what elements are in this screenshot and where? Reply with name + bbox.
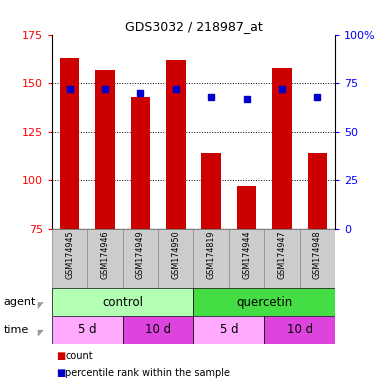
Text: 5 d: 5 d [219,323,238,336]
Text: GSM174947: GSM174947 [277,231,286,279]
Bar [87,229,123,288]
Bar [52,288,193,316]
Text: GSM174949: GSM174949 [136,231,145,279]
Text: 5 d: 5 d [78,323,97,336]
Text: quercetin: quercetin [236,296,292,309]
Text: GSM174946: GSM174946 [100,231,110,279]
Bar [237,186,256,229]
Bar [52,316,123,344]
Bar [52,229,87,288]
Bar [308,153,327,229]
Title: GDS3032 / 218987_at: GDS3032 / 218987_at [125,20,262,33]
Bar [193,229,229,288]
Bar [123,229,158,288]
Text: GSM174950: GSM174950 [171,231,180,279]
Text: control: control [102,296,143,309]
Text: GSM174819: GSM174819 [207,231,216,279]
Bar [123,316,193,344]
Text: GSM174948: GSM174948 [313,231,322,279]
Text: percentile rank within the sample: percentile rank within the sample [65,368,231,378]
Bar [229,229,264,288]
Bar [264,229,300,288]
Bar [193,288,335,316]
Text: ■: ■ [56,368,65,378]
Text: 10 d: 10 d [286,323,313,336]
Bar [158,229,193,288]
Bar [201,153,221,229]
Bar [300,229,335,288]
Bar [193,316,264,344]
Text: 10 d: 10 d [145,323,171,336]
Text: count: count [65,351,93,361]
Bar [166,60,186,229]
Bar [272,68,291,229]
Polygon shape [38,330,44,337]
Text: GSM174944: GSM174944 [242,231,251,279]
Bar [131,97,150,229]
Text: time: time [4,325,29,335]
Text: GSM174945: GSM174945 [65,231,74,279]
Bar [264,316,335,344]
Bar [60,58,79,229]
Text: ■: ■ [56,351,65,361]
Bar [95,70,115,229]
Text: agent: agent [4,297,36,307]
Polygon shape [38,302,44,309]
